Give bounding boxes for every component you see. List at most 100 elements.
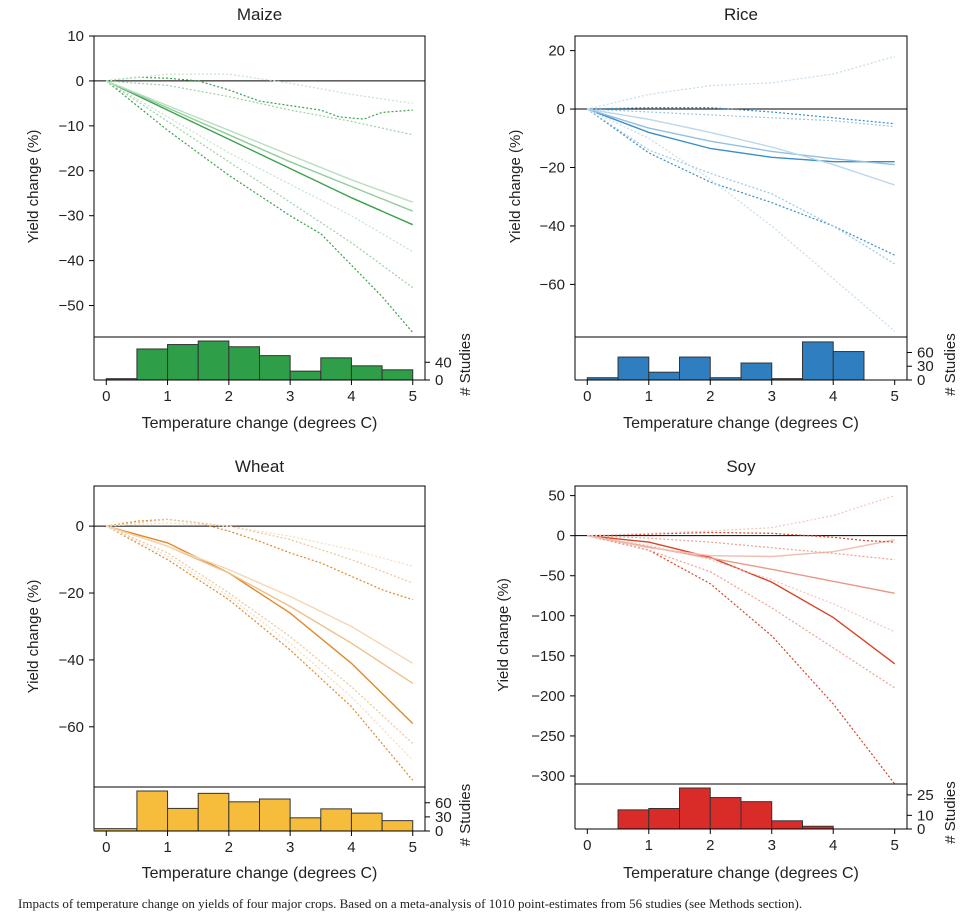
maize-hist-bar [228,346,260,381]
rice-y-tick-label: −40 [540,218,565,235]
soy-title: Soy [726,457,756,476]
maize-x-tick-label: 0 [102,388,110,405]
wheat-x-axis-label: Temperature change (degrees C) [142,865,378,882]
soy-x-tick-label: 1 [645,837,653,854]
wheat-hist-tick-label: 30 [435,809,452,826]
soy-x-tick-label: 2 [706,837,714,854]
soy-y-tick-label: −300 [531,768,565,785]
rice-x-tick-label: 0 [583,388,591,405]
wheat-hist-tick-label: 60 [435,795,452,812]
maize-hist-tick-label: 40 [435,354,452,371]
rice-series-line-2 [587,108,895,186]
soy-y-axis-label: Yield change (%) [495,578,512,692]
soy-x-tick-label: 3 [768,837,776,854]
soy-series-line-0 [587,535,896,665]
rice-series-line-4 [586,108,895,256]
wheat-series-line-4 [106,525,414,781]
wheat-series-line-2 [106,525,414,664]
rice-x-tick-label: 4 [829,388,837,405]
soy-series-line-2 [587,535,895,558]
maize-title: Maize [237,5,282,24]
maize-hist-bar [289,370,322,381]
soy-series-line-5 [587,535,895,561]
soy-plot-frame [574,485,908,785]
rice-hist-tick-label: 60 [917,344,934,361]
wheat-hist-bar [228,801,260,832]
rice-x-axis-label: Temperature change (degrees C) [623,415,859,432]
maize-series-line-1 [106,80,413,212]
maize-y-tick-label: −40 [59,253,84,270]
rice-y-axis-label: Yield change (%) [507,130,524,244]
rice-hist-bar [740,362,773,381]
wheat-hist-bar [167,807,199,832]
soy-y-tick-label: 0 [557,528,565,545]
soy-x-tick-label: 4 [829,837,837,854]
wheat-hist-bar [136,790,169,832]
soy-y-tick-label: −50 [540,568,565,585]
wheat-series-line-0 [106,525,414,724]
maize-hist-bar [259,355,291,381]
rice-hist-bar [832,351,865,381]
soy-hist-frame [574,784,908,829]
rice-series-line-0 [587,108,895,163]
wheat-y-tick-label: −20 [59,585,84,602]
soy-hist-bar [771,820,803,830]
wheat-x-tick-label: 5 [409,839,417,856]
maize-hist-bar [350,365,383,381]
maize-hist-bar [136,348,169,381]
maize-hist-bar [381,369,414,381]
rice-series-line-3 [587,106,895,125]
maize-y-tick-label: −10 [59,118,84,135]
wheat-y-tick-label: −40 [59,652,84,669]
maize-x-tick-label: 1 [163,388,171,405]
rice-hist-bar [801,341,834,381]
rice-hist-bar [617,356,650,381]
soy-series-line-3 [587,531,895,543]
soy-series-line-8 [587,535,895,633]
maize-y-tick-label: 0 [76,73,84,90]
wheat-series-line-1 [106,525,414,684]
maize-series-line-8 [105,80,414,253]
wheat-x-tick-label: 3 [286,839,294,856]
wheat-hist-bar [381,820,414,832]
rice-x-tick-label: 3 [768,388,776,405]
rice-series-line-5 [587,108,895,128]
wheat-hist-bar [350,812,383,832]
rice-series-line-8 [587,108,896,332]
soy-hist-tick-label: 10 [917,807,934,824]
rice-hist-tick-label: 30 [917,358,934,375]
wheat-series-line-6 [106,525,414,744]
maize-y-tick-label: −50 [59,298,84,315]
maize-y-tick-label: 10 [67,28,84,45]
maize-series-line-7 [106,73,413,104]
wheat-hist-frame [93,787,426,831]
maize-hist-bar [320,357,352,381]
soy-hist-bar [617,809,650,830]
soy-hist-axis-label: # Studies [942,781,959,844]
wheat-hist-axis-label: # Studies [457,784,474,847]
maize-x-tick-label: 5 [409,388,417,405]
soy-y-tick-label: −200 [531,688,565,705]
maize-y-axis-label: Yield change (%) [25,130,42,244]
wheat-series-line-3 [106,518,413,601]
rice-x-tick-label: 5 [891,388,899,405]
wheat-y-tick-label: 0 [76,518,84,535]
soy-y-tick-label: −250 [531,728,565,745]
soy-hist-tick-label: 25 [917,787,934,804]
soy-hist-tick-label: 0 [917,821,925,838]
wheat-hist-bar [289,817,322,832]
maize-x-tick-label: 2 [225,388,233,405]
wheat-series-line-5 [106,518,413,584]
wheat-title: Wheat [235,457,284,476]
wheat-y-axis-label: Yield change (%) [25,580,42,694]
maize-series-line-2 [106,80,413,203]
soy-hist-bar [679,787,711,830]
wheat-hist-bar [320,808,352,832]
maize-series-line-3 [106,76,413,120]
rice-title: Rice [724,5,758,24]
rice-hist-tick-label: 0 [917,372,925,389]
